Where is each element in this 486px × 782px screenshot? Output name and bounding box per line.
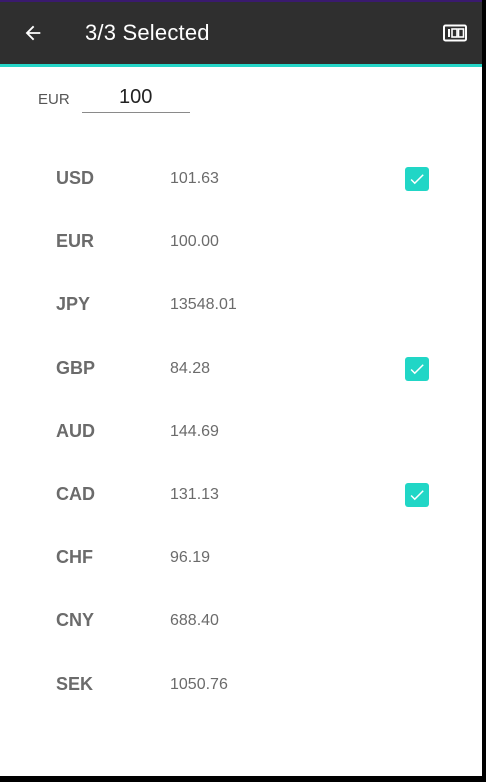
currency-list: USD 101.63 EUR 100.00 JPY 13548.01 GBP 84.28 AUD… <box>0 147 482 716</box>
odometer-icon <box>443 24 467 42</box>
currency-value: 96.19 <box>170 549 211 567</box>
currency-value: 144.69 <box>170 422 219 440</box>
currency-value: 84.28 <box>170 359 211 377</box>
currency-row-eur[interactable]: EUR 100.00 <box>0 210 482 273</box>
currency-code: CAD <box>56 483 95 504</box>
amount-row: EUR <box>0 67 482 127</box>
currency-code: SEK <box>56 673 94 694</box>
currency-code: CHF <box>56 547 93 568</box>
currency-row-cad[interactable]: CAD 131.13 <box>0 463 482 526</box>
currency-value: 688.40 <box>170 612 219 630</box>
currency-row-usd[interactable]: USD 101.63 <box>0 147 482 210</box>
currency-value: 100.00 <box>170 233 219 251</box>
currency-value: 101.63 <box>170 170 219 187</box>
base-currency-label: EUR <box>38 91 70 108</box>
currency-code: CNY <box>56 610 95 631</box>
currency-code: GBP <box>56 357 96 378</box>
currency-row-chf[interactable]: CHF 96.19 <box>0 526 482 589</box>
back-button[interactable] <box>12 12 54 54</box>
currency-code: AUD <box>56 420 95 441</box>
currency-row-jpy[interactable]: JPY 13548.01 <box>0 273 482 336</box>
currency-code: JPY <box>56 294 91 315</box>
currency-value: 131.13 <box>170 485 219 503</box>
currency-code: USD <box>56 168 95 188</box>
checkmark-icon <box>410 363 424 374</box>
currency-row-cny[interactable]: CNY 688.40 <box>0 589 482 652</box>
currency-row-gbp[interactable]: GBP 84.28 <box>0 337 482 400</box>
currency-code: EUR <box>56 231 95 252</box>
selected-checkbox[interactable] <box>405 482 429 507</box>
currency-value: 13548.01 <box>170 296 237 314</box>
checkmark-icon <box>410 490 424 501</box>
currency-row-aud[interactable]: AUD 144.69 <box>0 400 482 463</box>
selected-checkbox[interactable] <box>405 167 429 191</box>
checkmark-icon <box>410 174 424 185</box>
status-bar-edge <box>0 0 482 2</box>
arrow-left-icon <box>25 25 41 41</box>
toolbar-accent-line <box>0 64 482 67</box>
odometer-button[interactable] <box>434 12 476 54</box>
currency-row-sek[interactable]: SEK 1050.76 <box>0 653 482 716</box>
currency-value: 1050.76 <box>170 675 228 693</box>
selected-checkbox[interactable] <box>405 356 429 381</box>
amount-input[interactable] <box>82 83 190 113</box>
page-title: 3/3 Selected <box>85 20 210 45</box>
top-app-bar: 3/3 Selected <box>0 2 482 64</box>
